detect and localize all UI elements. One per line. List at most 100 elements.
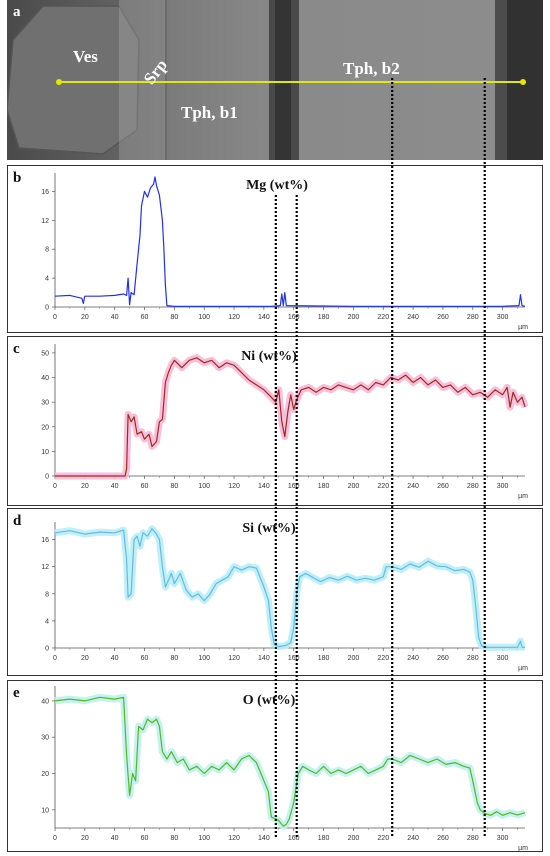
y-tick-label: 0 — [45, 646, 49, 653]
x-tick-label: 60 — [141, 483, 149, 490]
x-tick-label: 0 — [53, 314, 57, 321]
x-tick-label: 0 — [53, 835, 57, 842]
x-tick-label: 260 — [437, 483, 449, 490]
x-tick-label: 40 — [111, 483, 119, 490]
x-tick-label: 180 — [318, 314, 330, 321]
chart-title-mg: Mg (wt%) — [246, 178, 308, 193]
x-tick-label: 220 — [377, 835, 389, 842]
x-tick-label: 160 — [288, 483, 300, 490]
mg-chart-panel: b Mg (wt%)0 20 40 60 80 100 120 140 160 180 200 220 2… — [7, 165, 543, 333]
x-tick-label: 180 — [318, 655, 330, 662]
x-unit-label: µm — [518, 493, 528, 500]
x-tick-label: 140 — [258, 835, 270, 842]
chart-title-ni: Ni (wt%) — [241, 349, 297, 364]
chart-title-o: O (wt%) — [243, 693, 296, 708]
x-tick-label: 40 — [111, 835, 119, 842]
series-line-si — [54, 528, 525, 648]
x-tick-label: 80 — [170, 483, 178, 490]
x-tick-label: 220 — [377, 314, 389, 321]
x-tick-label: 200 — [348, 655, 360, 662]
o-chart-panel: e O (wt%) 0 20 40 60 80 100 120 140 160 180 200 220 24… — [7, 680, 543, 852]
y-tick-label: 8 — [45, 591, 49, 598]
y-tick-label: 0 — [45, 474, 49, 481]
x-tick-label: 180 — [318, 835, 330, 842]
scan-start-dot — [56, 79, 62, 85]
y-tick-label: 16 — [41, 189, 49, 196]
x-unit-label: µm — [518, 845, 528, 852]
sem-image-panel: a Ves Srp Tph, b1 Tph, b2 — [7, 0, 543, 160]
x-tick-label: 80 — [170, 835, 178, 842]
x-tick-label: 20 — [81, 483, 89, 490]
si-chart-panel: d Si (wt%)0 20 40 60 80 100 120 140 160 180 200 220 2… — [7, 508, 543, 676]
x-tick-label: 80 — [170, 314, 178, 321]
x-tick-label: 300 — [497, 314, 509, 321]
x-unit-label: µm — [518, 324, 528, 331]
x-tick-label: 220 — [377, 655, 389, 662]
chart-title-si: Si (wt%) — [242, 521, 296, 536]
label-tph-b1: Tph, b1 — [181, 103, 238, 122]
y-tick-label: 10 — [41, 449, 49, 456]
y-tick-label: 30 — [41, 400, 49, 407]
x-tick-label: 120 — [228, 835, 240, 842]
x-tick-label: 0 — [53, 483, 57, 490]
y-tick-label: 40 — [41, 375, 49, 382]
x-tick-label: 60 — [141, 835, 149, 842]
panel-letter-b: b — [13, 170, 21, 186]
x-tick-label: 280 — [467, 835, 479, 842]
y-tick-label: 4 — [45, 618, 49, 625]
x-tick-label: 60 — [141, 655, 149, 662]
y-tick-label: 4 — [45, 276, 49, 283]
x-tick-label: 60 — [141, 314, 149, 321]
x-tick-label: 100 — [198, 483, 210, 490]
y-tick-label: 8 — [45, 247, 49, 254]
x-tick-label: 100 — [198, 655, 210, 662]
y-tick-label: 12 — [41, 564, 49, 571]
x-tick-label: 120 — [228, 655, 240, 662]
x-tick-label: 160 — [288, 655, 300, 662]
x-tick-label: 180 — [318, 483, 330, 490]
series-line-ni — [55, 357, 526, 477]
x-tick-label: 280 — [467, 314, 479, 321]
vesuvianite-grain — [7, 5, 140, 155]
x-tick-label: 260 — [437, 655, 449, 662]
x-tick-label: 200 — [348, 314, 360, 321]
x-tick-label: 260 — [437, 835, 449, 842]
ni-chart-panel: c Ni (wt%)0 20 40 60 80 100 120 140 160 180 200 220 2… — [7, 336, 543, 506]
x-tick-label: 240 — [407, 655, 419, 662]
y-tick-label: 30 — [41, 735, 49, 742]
x-tick-label: 140 — [258, 483, 270, 490]
x-tick-label: 240 — [407, 835, 419, 842]
x-tick-label: 280 — [467, 655, 479, 662]
x-tick-label: 300 — [497, 483, 509, 490]
x-tick-label: 40 — [111, 314, 119, 321]
x-tick-label: 140 — [258, 655, 270, 662]
label-tph-b2: Tph, b2 — [343, 59, 400, 78]
x-tick-label: 100 — [198, 835, 210, 842]
x-tick-label: 160 — [288, 314, 300, 321]
y-tick-label: 40 — [41, 698, 49, 705]
x-tick-label: 260 — [437, 314, 449, 321]
x-tick-label: 300 — [497, 655, 509, 662]
y-tick-label: 0 — [45, 305, 49, 312]
y-tick-label: 10 — [41, 807, 49, 814]
x-tick-label: 200 — [348, 835, 360, 842]
x-tick-label: 240 — [407, 314, 419, 321]
x-tick-label: 240 — [407, 483, 419, 490]
x-tick-label: 80 — [170, 655, 178, 662]
x-tick-label: 280 — [467, 483, 479, 490]
panel-letter-a: a — [13, 4, 21, 20]
y-tick-label: 12 — [41, 218, 49, 225]
x-tick-label: 140 — [258, 314, 270, 321]
x-tick-label: 120 — [228, 483, 240, 490]
x-tick-label: 220 — [377, 483, 389, 490]
x-tick-label: 200 — [348, 483, 360, 490]
x-unit-label: µm — [518, 665, 528, 672]
x-tick-label: 40 — [111, 655, 119, 662]
x-tick-label: 120 — [228, 314, 240, 321]
x-tick-label: 300 — [497, 835, 509, 842]
x-tick-label: 0 — [53, 655, 57, 662]
y-tick-label: 20 — [41, 771, 49, 778]
y-tick-label: 20 — [41, 424, 49, 431]
panel-letter-c: c — [13, 341, 20, 357]
panel-letter-d: d — [13, 513, 22, 529]
